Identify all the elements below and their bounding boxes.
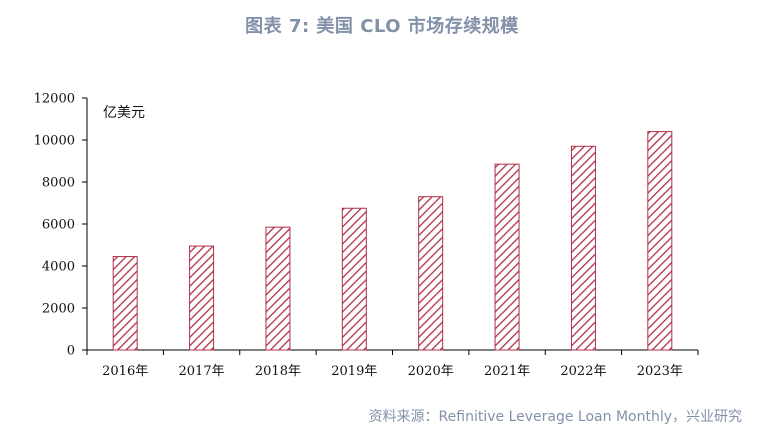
- y-tick-label: 10000: [34, 134, 75, 149]
- x-tick-label: 2023年: [637, 364, 683, 379]
- x-tick-label: 2021年: [484, 364, 530, 379]
- x-tick-label: 2016年: [102, 364, 148, 379]
- bar-2018年: [265, 226, 291, 351]
- x-tick-label: 2017年: [179, 364, 225, 379]
- chart-axes: [82, 97, 699, 355]
- bar-2021年: [494, 163, 520, 351]
- chart-labels: 0 2000 4000 6000 8000 10000 12000 2016年 2017年 201…: [34, 92, 683, 380]
- y-tick-label: 12000: [34, 92, 75, 107]
- chart-bars: [112, 131, 673, 351]
- y-tick-label: 4000: [42, 260, 75, 275]
- x-tick-label: 2020年: [408, 364, 454, 379]
- chart-title: 图表 7: 美国 CLO 市场存续规模: [245, 16, 519, 37]
- bar-2017年: [189, 245, 215, 351]
- x-tick-label: 2022年: [560, 364, 606, 379]
- bar-2019年: [341, 207, 367, 351]
- y-tick-label: 6000: [42, 218, 75, 233]
- bar-2020年: [418, 196, 444, 351]
- y-unit-label: 亿美元: [103, 105, 145, 121]
- bar-2016年: [112, 256, 138, 351]
- y-tick-label: 2000: [42, 302, 75, 317]
- source-note: 资料来源：Refinitive Leverage Loan Monthly，兴业…: [368, 409, 742, 425]
- y-tick-label: 8000: [42, 176, 75, 191]
- y-tick-label: 0: [67, 344, 75, 359]
- x-tick-label: 2019年: [331, 364, 377, 379]
- x-tick-label: 2018年: [255, 364, 301, 379]
- bar-2022年: [570, 145, 596, 351]
- bar-2023年: [647, 131, 673, 351]
